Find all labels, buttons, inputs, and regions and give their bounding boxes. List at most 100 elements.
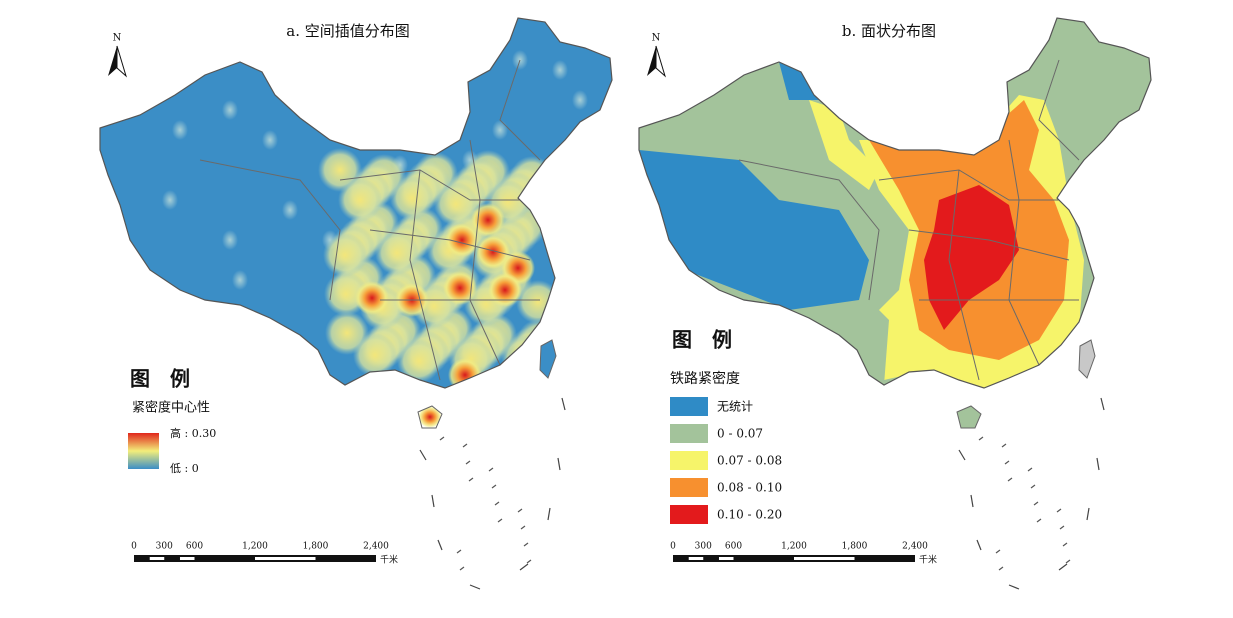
boundary [339,169,520,201]
island [1030,484,1036,489]
taiwan [1078,339,1096,379]
boundary [948,169,980,381]
pale-spot [282,200,298,220]
nine-dash [419,397,566,590]
island [439,436,445,441]
legend-title: 图 例 [672,328,732,352]
scale-unit: 千米 [380,554,398,566]
island [520,525,526,530]
boundary [199,159,341,301]
warm-spot [375,231,419,275]
scale-segment [688,557,704,560]
hainan [956,405,982,429]
island [1062,542,1068,547]
legend-label: 0 - 0.07 [717,427,763,441]
hot-spot [488,273,522,307]
warm-spot [338,178,382,222]
island [1004,460,1010,465]
legend-subtitle: 铁路紧密度 [670,370,740,387]
warm-spot [434,182,478,226]
island [995,549,1001,554]
hainan [417,405,443,429]
pale-spot [572,90,588,110]
north-arrow [108,46,117,76]
boundary [409,169,441,381]
taiwan [539,339,557,379]
pale-spot [552,60,568,80]
island [1027,467,1033,472]
hot-spot [355,281,389,315]
legend-swatch [670,424,708,443]
scale-label: 600 [725,542,742,552]
boundary [1008,139,1040,366]
boundary [878,169,1059,201]
scale-label: 300 [695,542,712,552]
scale-label: 2,400 [902,542,928,552]
pale-spot [222,230,238,250]
pale-spot [232,270,248,290]
pale-spot [262,130,278,150]
north-label: N [113,33,122,44]
island [468,477,474,482]
nine-dash [958,397,1105,590]
legend-swatch [670,397,708,416]
scale-label: 600 [186,542,203,552]
legend-label: 0.10 - 0.20 [717,508,782,522]
island [1065,559,1071,564]
scale-label: 0 [670,542,676,552]
warm-spot [501,335,545,379]
scale-unit: 千米 [919,554,937,566]
pale-spot [492,120,508,140]
warm-spot [397,339,441,383]
scale-label: 1,200 [242,542,268,552]
pale-spot [222,100,238,120]
island [1036,518,1042,523]
warm-spot [353,333,397,377]
panel-title: b. 面状分布图 [842,22,936,40]
pale-spot [172,120,188,140]
warm-spot [323,233,367,277]
legend-label: 0.07 - 0.08 [717,454,782,468]
island [462,443,468,448]
legend-swatch [670,451,708,470]
scale-label: 300 [156,542,173,552]
class-region [809,100,879,190]
scale-segment [149,557,165,560]
legend-label: 无统计 [717,400,753,414]
island [494,501,500,506]
island [1007,477,1013,482]
boundary [1038,59,1080,161]
scale-label: 1,800 [842,542,868,552]
hot-spot [443,271,477,305]
map-body [100,18,612,388]
island [488,467,494,472]
scale-label: 0 [131,542,137,552]
island [1033,501,1039,506]
hot-spot [445,223,479,257]
class-region [839,300,889,385]
warm-spot [516,280,560,324]
north-arrow-half [655,45,666,78]
china-outline [99,17,613,389]
boundary [499,59,541,161]
scale-label: 1,200 [781,542,807,552]
map-body [639,18,1151,388]
island [497,518,503,523]
scale-segment [255,557,316,560]
scale-segment [794,557,855,560]
island [1001,443,1007,448]
class-region [924,185,1019,330]
panel-title: a. 空间插值分布图 [286,22,409,40]
legend-low: 低 : 0 [170,462,199,475]
boundary [908,229,1070,261]
legend-title: 图 例 [130,367,190,391]
island [456,549,462,554]
boundary [369,229,531,261]
island [1059,525,1065,530]
north-arrow-half [116,45,127,78]
island [465,460,471,465]
hot-spot [476,235,510,269]
scale-segment [718,557,734,560]
